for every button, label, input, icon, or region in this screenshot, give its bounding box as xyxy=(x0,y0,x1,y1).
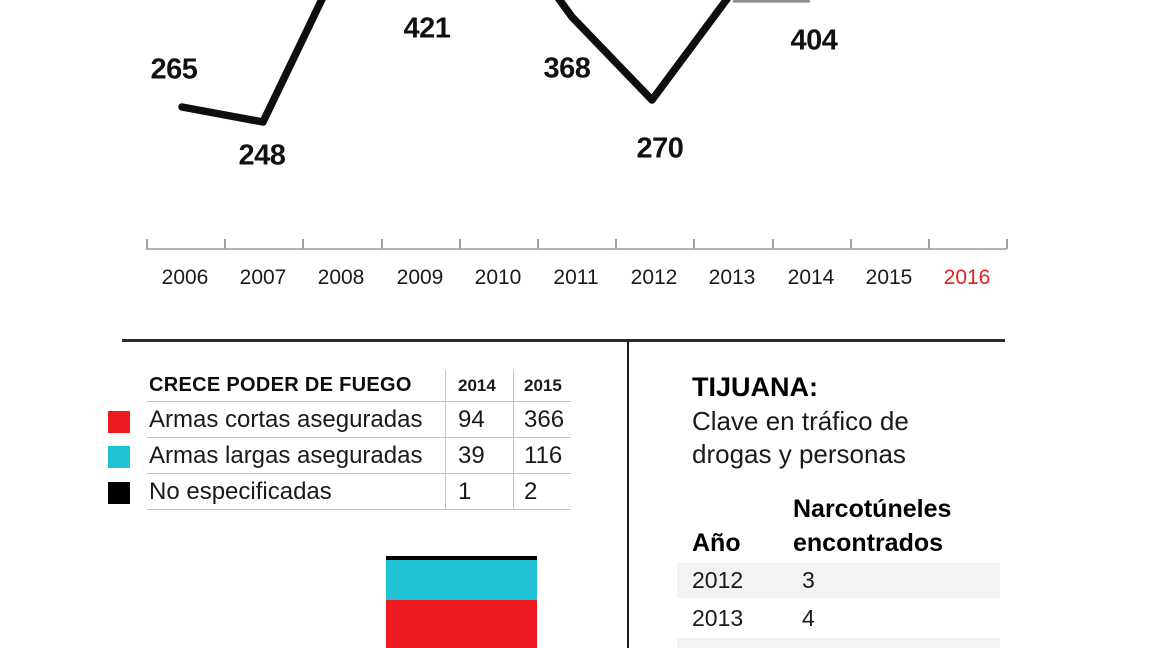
tunnels-year-header: Año xyxy=(692,529,741,557)
chart-value-label: 368 xyxy=(543,52,591,85)
axis-year-label-2006: 2006 xyxy=(161,266,209,289)
axis-tick xyxy=(381,239,383,249)
stacked-bar-segment xyxy=(386,556,537,560)
tunnels-count-header-line1: Narcotúneles xyxy=(793,495,952,523)
chart-value-label: 248 xyxy=(238,139,286,172)
section-divider-vertical xyxy=(627,341,629,648)
line-series-segment xyxy=(178,0,326,126)
tunnels-row-2012: 2012 3 xyxy=(677,563,1000,598)
stacked-bar-2015 xyxy=(386,556,537,648)
section-rule-horizontal xyxy=(122,339,1005,342)
axis-year-label-2010: 2010 xyxy=(474,266,522,289)
tijuana-subtitle-line1: Clave en tráfico de xyxy=(692,406,909,436)
firearms-col-2015-header: 2015 xyxy=(513,370,571,401)
legend-swatch-armas-cortas xyxy=(108,411,130,433)
axis-year-label-2013: 2013 xyxy=(708,266,756,289)
axis-year-label-2007: 2007 xyxy=(239,266,287,289)
tunnels-year-cell: 2013 xyxy=(692,604,744,631)
legend-swatch-no-especificadas xyxy=(108,482,130,504)
firearms-col-2014-header: 2014 xyxy=(445,370,513,401)
x-axis-line xyxy=(146,248,1007,250)
stacked-bar-segment xyxy=(386,600,537,648)
firearms-row-no-especificadas: No especificadas 1 2 xyxy=(147,474,571,510)
axis-tick xyxy=(302,239,304,249)
axis-tick xyxy=(772,239,774,249)
firearms-value-2015: 2 xyxy=(513,474,571,509)
firearms-value-2014: 94 xyxy=(445,402,513,437)
firearms-table-title: CRECE PODER DE FUEGO xyxy=(149,374,412,396)
axis-year-label-2016: 2016 xyxy=(943,266,991,289)
tijuana-subtitle-line2: drogas y personas xyxy=(692,439,906,469)
axis-tick xyxy=(224,239,226,249)
firearms-value-2015: 116 xyxy=(513,438,571,473)
stacked-bar-segment xyxy=(386,560,537,600)
tunnels-table: 2012 3 2013 4 2014 2 xyxy=(677,563,1000,648)
axis-year-label-2015: 2015 xyxy=(865,266,913,289)
firearms-value-2014: 39 xyxy=(445,438,513,473)
axis-year-label-2008: 2008 xyxy=(317,266,365,289)
axis-tick xyxy=(1006,239,1008,249)
axis-tick xyxy=(537,239,539,249)
firearms-table: CRECE PODER DE FUEGO 2014 2015 Armas cor… xyxy=(147,370,571,510)
homicides-line-chart xyxy=(178,0,811,126)
axis-year-label-2014: 2014 xyxy=(787,266,835,289)
legend-swatch-armas-largas xyxy=(108,446,130,468)
firearms-row-label: No especificadas xyxy=(149,477,332,505)
line-series-segment xyxy=(554,0,731,104)
axis-tick xyxy=(459,239,461,249)
tunnels-count-cell: 3 xyxy=(802,567,815,593)
tunnels-year-cell: 2014 xyxy=(677,645,802,648)
axis-tick xyxy=(615,239,617,249)
axis-year-label-2009: 2009 xyxy=(396,266,444,289)
tunnels-count-header-line2: encontrados xyxy=(793,529,944,557)
axis-year-label-2012: 2012 xyxy=(630,266,678,289)
firearms-row-label: Armas largas aseguradas xyxy=(149,441,423,469)
axis-year-label-2011: 2011 xyxy=(553,266,599,289)
chart-value-label: 404 xyxy=(790,24,838,57)
firearms-row-armas-largas: Armas largas aseguradas 39 116 xyxy=(147,438,571,474)
tunnels-count-cell: 2 xyxy=(802,645,1000,648)
tunnels-row-2014: 2014 2 xyxy=(677,638,1000,648)
axis-tick xyxy=(850,239,852,249)
tunnels-year-cell: 2012 xyxy=(692,567,744,593)
chart-value-label: 270 xyxy=(636,132,684,165)
firearms-value-2014: 1 xyxy=(445,474,513,509)
firearms-table-header-row: CRECE PODER DE FUEGO 2014 2015 xyxy=(147,370,571,402)
firearms-row-armas-cortas: Armas cortas aseguradas 94 366 xyxy=(147,402,571,438)
chart-value-label: 421 xyxy=(403,12,451,45)
firearms-row-label: Armas cortas aseguradas xyxy=(149,405,423,433)
tunnels-count-cell: 4 xyxy=(802,604,815,631)
tunnels-row-2013: 2013 4 xyxy=(677,598,1000,638)
axis-tick xyxy=(928,239,930,249)
tijuana-panel-subtitle: Clave en tráfico de drogas y personas xyxy=(692,405,909,471)
axis-tick xyxy=(693,239,695,249)
firearms-value-2015: 366 xyxy=(513,402,571,437)
chart-value-label: 265 xyxy=(150,53,198,86)
axis-tick xyxy=(146,239,148,249)
tijuana-panel-title: TIJUANA: xyxy=(692,372,818,402)
